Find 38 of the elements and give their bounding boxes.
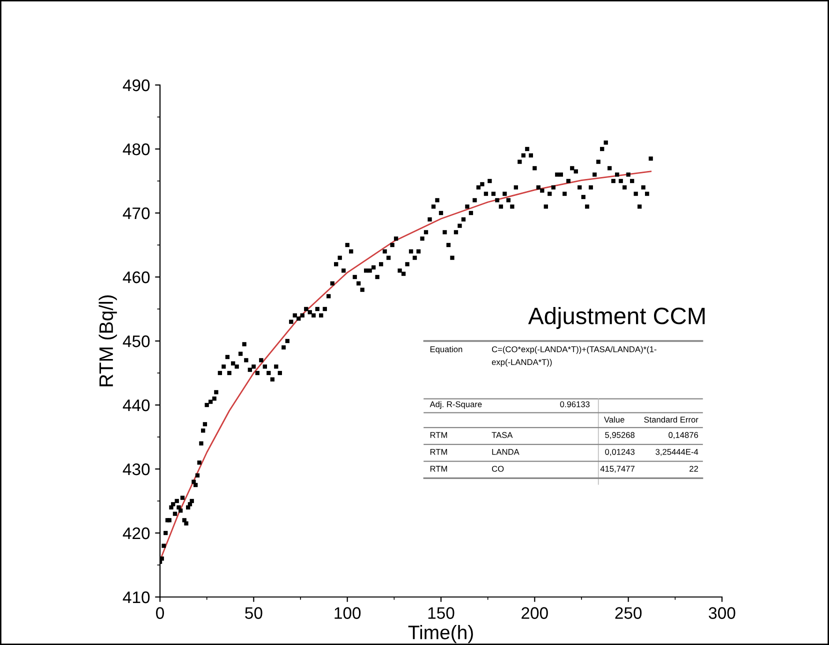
y-tick-label: 470 xyxy=(122,207,150,220)
annotation: RTM xyxy=(430,432,447,438)
x-tick-label: 0 xyxy=(156,607,164,619)
y-axis-title: RTM (Bq/l) xyxy=(98,295,117,386)
x-tick-label: 50 xyxy=(245,607,262,619)
annotation: 3,25444E-4 xyxy=(656,448,698,456)
annotation: Standard Error xyxy=(644,416,698,423)
y-tick-label: 480 xyxy=(122,143,150,156)
annotation: 22 xyxy=(690,466,698,472)
annotation: Adj. R-Square xyxy=(430,401,482,409)
annotation: RTM xyxy=(430,449,447,455)
annotation: 0,01243 xyxy=(605,448,635,456)
x-tick-label: 150 xyxy=(428,607,454,619)
y-tick-label: 410 xyxy=(122,591,150,604)
annotation: 0.96133 xyxy=(560,401,590,408)
annotation: C=(CO*exp(-LANDA*T))+(TASA/LANDA)*(1- xyxy=(492,346,656,354)
y-tick-label: 430 xyxy=(122,463,150,476)
y-tick-label: 420 xyxy=(122,527,150,540)
annotation: exp(-LANDA*T)) xyxy=(492,358,552,367)
y-tick-label: 460 xyxy=(122,271,150,284)
x-tick-label: 200 xyxy=(522,607,548,619)
annotation: TASA xyxy=(492,432,513,438)
annotation: 0,14876 xyxy=(668,432,698,439)
annotation: 415,7477 xyxy=(600,466,634,473)
y-tick-label: 490 xyxy=(122,79,150,92)
annotation: LANDA xyxy=(492,449,520,455)
x-tick-label: 250 xyxy=(615,607,642,619)
annotation: RTM xyxy=(430,466,447,472)
x-axis-title: Time(h) xyxy=(408,625,473,644)
annotation: Value xyxy=(604,416,624,423)
annotation: 5,95268 xyxy=(605,432,635,439)
annotation: Equation xyxy=(430,346,462,354)
x-tick-label: 300 xyxy=(708,607,736,619)
x-tick-label: 100 xyxy=(334,607,361,619)
annotation: CO xyxy=(492,466,504,472)
y-tick-label: 450 xyxy=(122,335,150,348)
annotation: Adjustment CCM xyxy=(528,306,705,329)
y-tick-label: 440 xyxy=(122,399,150,412)
